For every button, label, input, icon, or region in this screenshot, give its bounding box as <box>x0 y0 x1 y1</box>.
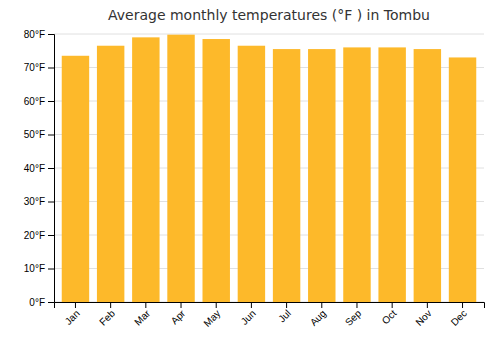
tick: May <box>201 302 222 329</box>
tick-label: 30°F <box>24 196 45 207</box>
x-axis: Jan Feb Mar Apr May Jun Jul Aug Sep Oct Nov Dec <box>55 302 485 329</box>
tick: 40°F <box>24 163 54 174</box>
tick: Oct <box>380 302 399 326</box>
bar <box>62 56 89 302</box>
y-axis: 0°F 10°F 20°F 30°F 40°F 50°F 60°F 70°F 80°F <box>24 29 55 308</box>
tick: Nov <box>413 302 433 328</box>
tick-mark <box>48 168 54 169</box>
tick-mark <box>48 34 54 35</box>
grid <box>54 34 484 302</box>
tick-label: 80°F <box>24 29 45 40</box>
tick-mark <box>48 269 54 270</box>
bar <box>308 49 335 302</box>
tick-mark <box>216 302 217 308</box>
tick-mark <box>145 302 146 308</box>
chart-container: 0°F 10°F 20°F 30°F 40°F 50°F 60°F 70°F 80°F Jan Fe… <box>0 0 500 350</box>
tick-label: Dec <box>449 308 469 328</box>
tick: Apr <box>169 302 188 326</box>
tick-mark <box>75 302 76 308</box>
tick-label: Jan <box>63 308 82 327</box>
axis-line <box>55 303 485 309</box>
tick: 10°F <box>24 263 54 274</box>
tick-label: Oct <box>380 308 399 327</box>
tick-mark <box>356 302 357 308</box>
grid-line <box>54 34 484 35</box>
bar <box>238 46 265 302</box>
tick-label: Jul <box>276 308 293 325</box>
tick-mark <box>181 302 182 308</box>
tick: 30°F <box>24 196 54 207</box>
tick: 0°F <box>29 297 54 308</box>
tick: Dec <box>449 302 469 328</box>
tick-mark <box>286 302 287 308</box>
tick: Aug <box>308 302 328 328</box>
chart-svg: 0°F 10°F 20°F 30°F 40°F 50°F 60°F 70°F 80°F Jan Fe… <box>0 0 500 350</box>
tick-mark <box>48 68 54 69</box>
tick-label: Mar <box>132 307 152 327</box>
tick-label: Jun <box>239 308 258 327</box>
tick-mark <box>48 135 54 136</box>
bar <box>273 49 300 302</box>
tick: 20°F <box>24 230 54 241</box>
tick: Feb <box>97 302 117 328</box>
tick-mark <box>48 302 54 303</box>
tick: Jul <box>276 302 293 324</box>
axis-line <box>48 35 55 303</box>
tick-mark <box>48 101 54 102</box>
tick-label: Sep <box>343 307 364 328</box>
bar <box>132 37 159 302</box>
tick-label: 60°F <box>24 96 45 107</box>
tick-label: Apr <box>169 307 188 326</box>
tick-mark <box>321 302 322 308</box>
tick-label: 0°F <box>29 297 45 308</box>
bar <box>378 47 405 302</box>
tick-label: 10°F <box>24 263 45 274</box>
tick-label: 20°F <box>24 230 45 241</box>
bar <box>97 46 124 302</box>
tick-label: Aug <box>308 308 328 328</box>
tick: 80°F <box>24 29 54 40</box>
bar <box>343 47 370 302</box>
tick: 50°F <box>24 129 54 140</box>
title: Average monthly temperatures (°F ) in To… <box>108 7 430 23</box>
plot-area <box>62 35 477 302</box>
tick-label: May <box>201 308 222 329</box>
tick-mark <box>427 302 428 308</box>
tick: Jun <box>239 302 258 327</box>
tick-mark <box>462 302 463 308</box>
tick-label: 70°F <box>24 62 45 73</box>
tick: Mar <box>132 302 152 328</box>
tick: Jan <box>63 302 82 327</box>
tick-mark <box>48 202 54 203</box>
bar <box>414 49 441 302</box>
bar <box>167 35 194 302</box>
tick-mark <box>392 302 393 308</box>
tick-label: Nov <box>413 308 433 328</box>
bar <box>202 39 229 302</box>
tick: 70°F <box>24 62 54 73</box>
tick-label: Feb <box>97 307 117 327</box>
tick: Sep <box>343 302 364 328</box>
bar <box>449 57 476 302</box>
tick: 60°F <box>24 96 54 107</box>
tick-mark <box>110 302 111 308</box>
tick-label: 50°F <box>24 129 45 140</box>
tick-mark <box>251 302 252 308</box>
tick-label: 40°F <box>24 163 45 174</box>
tick-mark <box>48 235 54 236</box>
